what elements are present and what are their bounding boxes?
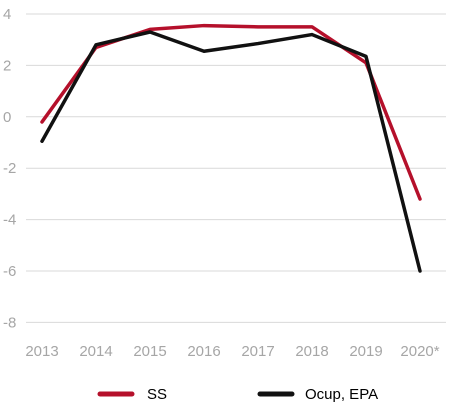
- y-tick-label: 4: [3, 6, 11, 23]
- y-tick-label: -4: [3, 212, 16, 229]
- x-tick-label: 2018: [295, 343, 328, 360]
- x-axis-ticks: 2013 2014 2015 2016 2017 2018 2019 2020*: [25, 343, 439, 360]
- y-tick-label: -8: [3, 314, 16, 331]
- x-tick-label: 2017: [241, 343, 274, 360]
- y-tick-label: -6: [3, 263, 16, 280]
- legend-label: Ocup, EPA: [305, 386, 378, 403]
- y-axis-ticks: 4 2 0 -2 -4 -6 -8: [3, 6, 16, 331]
- x-tick-label: 2019: [349, 343, 382, 360]
- x-tick-label: 2015: [133, 343, 166, 360]
- legend: SS Ocup, EPA: [97, 386, 378, 403]
- series-lines: [40, 23, 422, 273]
- series-line-ocup-epa: [40, 30, 422, 273]
- y-tick-label: 2: [3, 57, 11, 74]
- legend-label: SS: [147, 386, 167, 403]
- x-tick-label: 2014: [79, 343, 112, 360]
- series-line-ss: [40, 23, 422, 201]
- y-tick-label: -2: [3, 160, 16, 177]
- x-tick-label: 2016: [187, 343, 220, 360]
- grid-lines: [26, 13, 446, 323]
- x-tick-label: 2013: [25, 343, 58, 360]
- x-tick-label: 2020*: [400, 343, 439, 360]
- y-tick-label: 0: [3, 109, 11, 126]
